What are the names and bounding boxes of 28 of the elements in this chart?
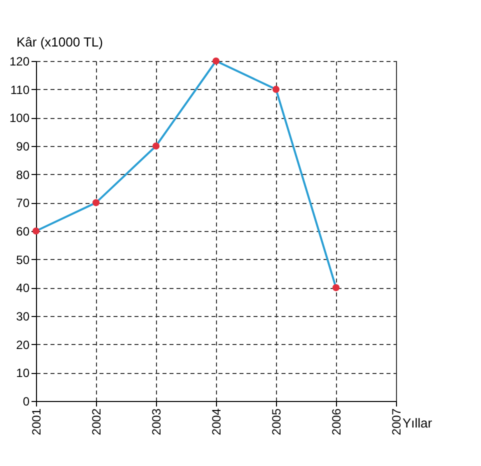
y-axis-title: Kâr (x1000 TL) [16, 34, 103, 50]
point [92, 199, 100, 206]
y-tick-label: 80 [16, 168, 30, 182]
y-tick-label: 0 [22, 394, 30, 408]
y-tick-label: 110 [10, 82, 30, 97]
y-tick-label: 40 [16, 281, 30, 296]
point [32, 227, 40, 235]
y-tick-label: 20 [16, 338, 30, 352]
point [152, 142, 160, 150]
x-tick-label: 2003 [150, 408, 164, 436]
y-tick-label: 120 [9, 54, 30, 68]
y-tick-label: 50 [16, 252, 30, 267]
point [332, 284, 340, 292]
x-tick-label: 2004 [210, 408, 224, 436]
x-tick-label: 2002 [90, 408, 104, 436]
x-tick-label: 2005 [270, 408, 284, 436]
y-tick-label: 60 [16, 224, 30, 238]
x-axis-title: Yıllar [402, 416, 433, 430]
x-tick-label: 2006 [330, 408, 344, 436]
y-tick-label: 90 [16, 140, 30, 154]
x-tick-label: 2001 [30, 408, 44, 436]
y-tick-label: 100 [9, 111, 30, 126]
y-tick-label: 10 [16, 366, 30, 380]
y-tick-label: 30 [16, 310, 30, 324]
point [272, 86, 280, 93]
point [212, 57, 220, 65]
x-tick-label: 2007 [390, 408, 404, 436]
y-tick-label: 70 [16, 196, 30, 210]
